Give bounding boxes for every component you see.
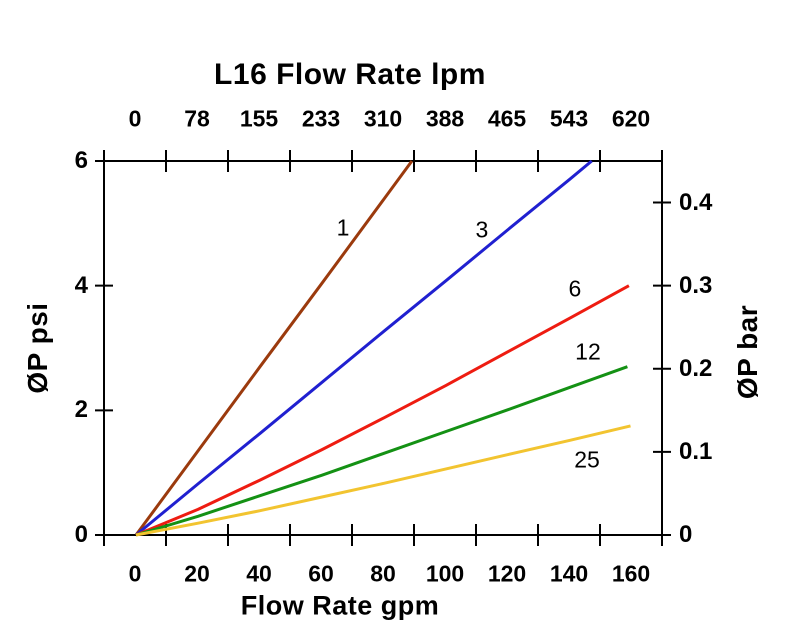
bottom-tick-label-2: 40 xyxy=(246,560,272,587)
right-tick-label-3: 0.3 xyxy=(679,271,713,299)
left-tick-label-3: 6 xyxy=(74,147,88,174)
top-tick-label-5: 388 xyxy=(425,105,465,132)
curve-12 xyxy=(135,365,628,537)
series-label-1: 1 xyxy=(336,214,350,241)
bottom-tick-label-5: 100 xyxy=(425,560,465,587)
top-axis-title: L16 Flow Rate lpm xyxy=(214,58,486,91)
right-axis-title: ØP bar xyxy=(732,304,763,400)
bottom-tick-label-7: 140 xyxy=(549,560,589,587)
curve-3 xyxy=(135,159,593,537)
series-label-3: 3 xyxy=(475,216,489,243)
right-tick-label-2: 0.2 xyxy=(679,354,713,382)
bottom-tick-label-3: 60 xyxy=(308,560,334,587)
right-tick-label-0: 0 xyxy=(679,521,693,548)
bottom-tick-label-8: 160 xyxy=(611,560,651,587)
right-tick-label-1: 0.1 xyxy=(679,437,713,465)
series-label-6: 6 xyxy=(568,275,582,302)
bottom-tick-label-4: 80 xyxy=(370,560,396,587)
left-axis-title: ØP psi xyxy=(22,302,53,394)
bottom-axis-title: Flow Rate gpm xyxy=(240,590,440,621)
curve-1 xyxy=(134,160,414,536)
top-tick-label-2: 155 xyxy=(239,105,279,132)
right-tick-label-4: 0.4 xyxy=(679,188,713,216)
left-tick-label-2: 4 xyxy=(74,271,88,299)
top-tick-label-6: 465 xyxy=(487,105,527,132)
curve-6 xyxy=(135,284,630,537)
bottom-tick-label-0: 0 xyxy=(128,560,142,587)
left-tick-label-0: 0 xyxy=(74,521,88,548)
curve-25 xyxy=(135,424,631,537)
top-tick-label-1: 78 xyxy=(184,105,210,132)
plot-frame xyxy=(103,160,663,536)
top-tick-label-4: 310 xyxy=(363,105,403,132)
bottom-tick-label-6: 120 xyxy=(487,560,527,587)
series-label-25: 25 xyxy=(574,446,600,473)
series-label-12: 12 xyxy=(575,338,601,365)
top-tick-label-7: 543 xyxy=(549,105,589,132)
top-tick-label-0: 0 xyxy=(128,105,142,132)
top-tick-label-3: 233 xyxy=(301,105,341,132)
left-tick-label-1: 2 xyxy=(74,396,88,424)
top-tick-label-8: 620 xyxy=(611,105,651,132)
bottom-tick-label-1: 20 xyxy=(184,560,210,587)
